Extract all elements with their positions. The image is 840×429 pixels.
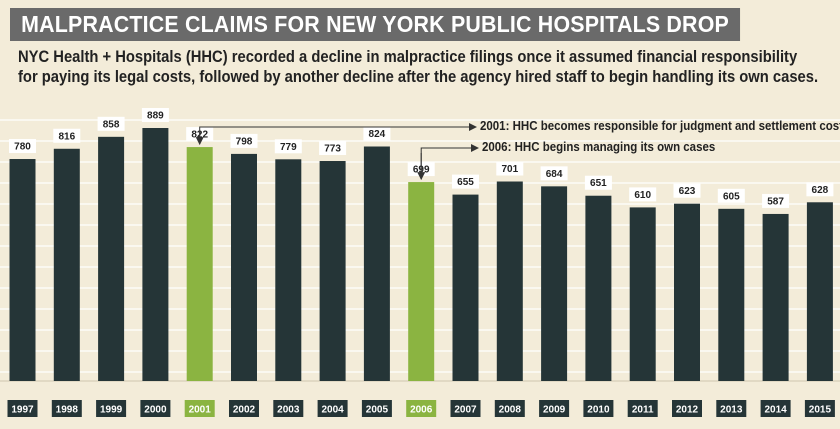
- bar-2000: [142, 128, 169, 381]
- bar-2007: [452, 194, 479, 381]
- year-label-1998: 1998: [56, 405, 79, 416]
- value-label-2003: 779: [280, 142, 297, 153]
- annotation-2006: 2006: HHC begins managing its own cases: [482, 140, 716, 154]
- year-label-2011: 2011: [632, 405, 654, 416]
- value-label-2007: 655: [457, 177, 474, 188]
- year-label-2004: 2004: [321, 405, 344, 416]
- value-label-2004: 773: [324, 144, 341, 155]
- annotation-2001: 2001: HHC becomes responsible for judgme…: [480, 119, 840, 133]
- value-label-box-2011: [629, 187, 657, 202]
- year-label-2005: 2005: [366, 405, 389, 416]
- value-label-2010: 651: [590, 178, 607, 189]
- value-label-box-1998: [53, 128, 81, 143]
- chart-title: MALPRACTICE CLAIMS FOR NEW YORK PUBLIC H…: [10, 8, 741, 41]
- year-box-2007: [450, 400, 481, 417]
- year-box-2001: [184, 400, 215, 417]
- value-label-box-2008: [496, 161, 524, 176]
- year-label-2000: 2000: [144, 405, 167, 416]
- value-label-1998: 816: [58, 131, 75, 142]
- value-label-box-2009: [540, 166, 568, 181]
- value-label-2014: 587: [767, 196, 784, 207]
- value-label-1997: 780: [14, 142, 31, 153]
- year-label-2003: 2003: [277, 405, 300, 416]
- bar-2010: [585, 195, 612, 381]
- year-box-2002: [229, 400, 259, 417]
- value-label-2000: 889: [147, 111, 164, 122]
- value-label-box-2002: [230, 133, 258, 148]
- value-label-2005: 824: [369, 129, 386, 140]
- bar-1999: [98, 136, 125, 381]
- value-label-2008: 701: [501, 164, 518, 175]
- bar-2002: [231, 153, 257, 381]
- subtitle-line-1: NYC Health + Hospitals (HHC) recorded a …: [18, 48, 798, 66]
- value-label-box-2015: [806, 182, 834, 197]
- value-label-box-1997: [9, 139, 36, 154]
- year-label-2006: 2006: [410, 405, 433, 416]
- value-label-box-2004: [319, 141, 347, 156]
- bar-2003: [275, 159, 302, 381]
- year-label-2001: 2001: [189, 405, 212, 416]
- value-label-box-2013: [717, 188, 745, 203]
- bar-1998: [53, 148, 80, 381]
- year-label-2013: 2013: [720, 405, 743, 416]
- value-label-box-2005: [363, 126, 391, 141]
- value-label-box-2000: [141, 108, 169, 122]
- bar-2008: [496, 181, 523, 381]
- value-label-box-2014: [762, 193, 790, 208]
- value-label-2015: 628: [812, 185, 829, 196]
- value-label-box-2007: [452, 174, 479, 189]
- bar-2001: [186, 147, 213, 381]
- year-box-2006: [406, 400, 437, 417]
- bar-2012: [674, 203, 700, 381]
- year-label-2010: 2010: [587, 405, 610, 416]
- year-label-2014: 2014: [764, 405, 787, 416]
- value-label-2009: 684: [546, 169, 563, 180]
- bar-2004: [319, 161, 346, 381]
- year-box-1999: [96, 400, 127, 417]
- year-label-2002: 2002: [233, 405, 256, 416]
- year-box-2008: [494, 400, 525, 417]
- year-box-2015: [804, 400, 835, 417]
- bar-2009: [541, 186, 568, 381]
- year-box-2003: [273, 400, 304, 417]
- chart-subtitle: NYC Health + Hospitals (HHC) recorded a …: [18, 47, 824, 87]
- year-box-1997: [7, 400, 38, 417]
- year-label-1999: 1999: [100, 405, 123, 416]
- year-label-2012: 2012: [676, 405, 699, 416]
- bar-2015: [806, 202, 833, 381]
- year-box-2010: [583, 400, 614, 417]
- year-box-2004: [317, 400, 348, 417]
- value-label-2013: 605: [723, 191, 740, 202]
- value-label-2002: 798: [236, 136, 253, 147]
- year-label-2009: 2009: [543, 405, 566, 416]
- value-label-1999: 858: [103, 119, 120, 130]
- year-label-2015: 2015: [809, 405, 832, 416]
- value-label-2012: 623: [679, 186, 696, 197]
- year-box-2005: [361, 400, 392, 417]
- value-label-box-2010: [584, 175, 612, 190]
- year-box-2011: [627, 400, 658, 417]
- bar-2014: [762, 213, 789, 381]
- year-box-2000: [140, 400, 171, 417]
- year-box-2013: [716, 400, 747, 417]
- year-box-2014: [760, 400, 791, 417]
- year-box-2012: [672, 400, 702, 417]
- value-label-box-1999: [97, 116, 125, 131]
- year-box-1998: [51, 400, 82, 417]
- bar-1997: [9, 159, 36, 381]
- bar-2011: [629, 207, 656, 381]
- bar-2013: [718, 208, 745, 381]
- bar-2006: [408, 182, 435, 381]
- year-label-2007: 2007: [454, 405, 477, 416]
- subtitle-line-2: for paying its legal costs, followed by …: [18, 68, 819, 86]
- value-label-2011: 610: [634, 190, 651, 201]
- value-label-box-2003: [274, 139, 302, 154]
- year-box-2009: [539, 400, 570, 417]
- value-label-box-2012: [673, 183, 701, 198]
- bar-2005: [363, 146, 390, 381]
- year-label-1997: 1997: [11, 405, 34, 416]
- year-label-2008: 2008: [499, 405, 522, 416]
